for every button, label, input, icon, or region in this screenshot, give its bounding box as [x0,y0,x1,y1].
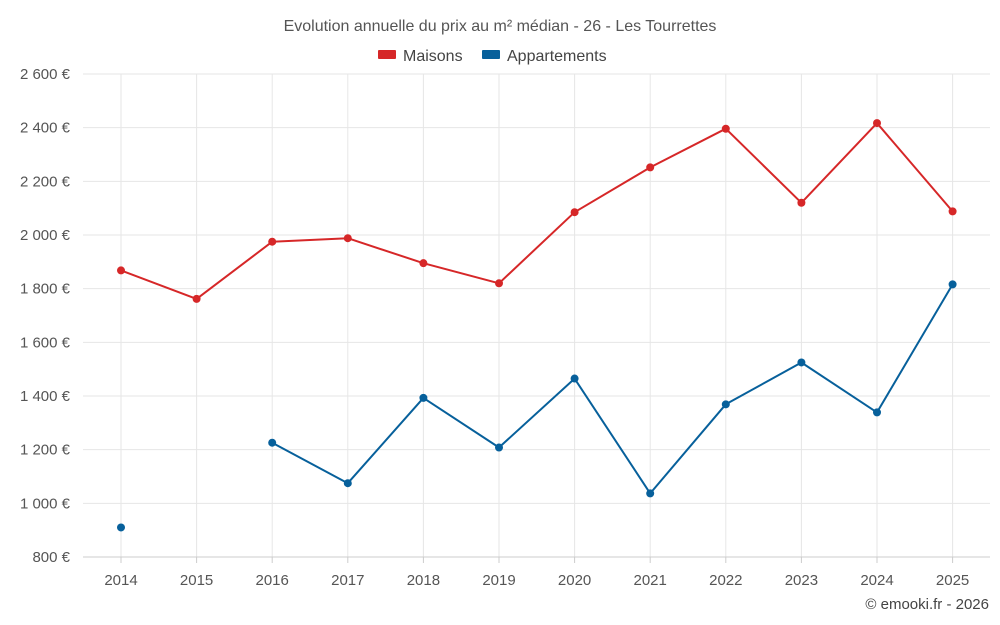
legend-label-maisons[interactable]: Maisons [403,48,463,65]
data-point-appartements-2025[interactable] [948,280,957,289]
data-point-appartements-2018[interactable] [419,393,428,402]
y-tick-label: 1 000 € [20,495,71,512]
x-tick-label: 2014 [104,572,137,589]
data-point-maisons-2023[interactable] [797,198,806,207]
data-point-maisons-2025[interactable] [948,207,957,216]
data-point-appartements-2023[interactable] [797,358,806,367]
y-tick-label: 2 600 € [20,66,71,83]
x-tick-label: 2018 [407,572,440,589]
series-maisons [117,119,957,303]
y-tick-label: 1 200 € [20,442,71,459]
data-point-appartements-2024[interactable] [873,408,881,417]
y-axis: 800 € 1 000 € 1 200 € 1 400 € 1 600 € 1 800 €… [20,66,71,566]
legend-swatch-appartements[interactable] [482,50,500,59]
series-line-maisons [120,122,954,300]
y-tick-label: 2 400 € [20,120,71,137]
x-tick-label: 2019 [482,572,515,589]
y-tick-label: 1 600 € [20,334,71,351]
data-point-maisons-2016[interactable] [268,237,277,246]
data-point-maisons-2018[interactable] [419,259,428,268]
series [117,119,957,532]
x-tick-label: 2025 [936,572,969,589]
x-tick-label: 2021 [634,572,667,589]
legend-label-appartements[interactable]: Appartements [507,48,607,65]
x-tick-label: 2020 [558,572,591,589]
x-tick-label: 2016 [256,572,289,589]
data-point-appartements-2021[interactable] [646,489,655,498]
data-point-maisons-2014[interactable] [117,266,125,275]
data-point-maisons-2019[interactable] [495,279,503,288]
x-axis: 2014 2015 2016 2017 2018 2019 2020 2021 2022 2023… [83,556,990,589]
data-point-appartements-2014[interactable] [117,523,125,532]
data-point-appartements-2022[interactable] [721,400,730,409]
y-tick-label: 1 800 € [20,281,71,298]
data-point-appartements-2020[interactable] [570,374,579,383]
y-tick-label: 1 400 € [20,388,71,405]
legend-swatch-maisons[interactable] [378,50,396,59]
data-point-maisons-2020[interactable] [570,208,579,217]
data-point-appartements-2016[interactable] [268,438,277,447]
data-point-appartements-2017[interactable] [343,479,352,488]
legend: Maisons Appartements [378,48,607,65]
data-point-maisons-2015[interactable] [192,294,201,303]
chart-title: Evolution annuelle du prix au m² médian … [284,18,717,35]
x-tick-label: 2024 [860,572,893,589]
x-tick-label: 2022 [709,572,742,589]
series-appartements [117,280,957,532]
data-point-maisons-2021[interactable] [646,163,655,172]
y-tick-label: 2 200 € [20,173,71,190]
y-tick-label: 2 000 € [20,227,71,244]
x-tick-label: 2023 [785,572,818,589]
series-line-appartements [271,283,954,495]
y-tick-label: 800 € [32,549,70,566]
grid [83,73,990,558]
x-tick-label: 2015 [180,572,213,589]
x-tick-label: 2017 [331,572,364,589]
data-point-maisons-2022[interactable] [721,124,730,133]
data-point-appartements-2019[interactable] [495,443,503,452]
data-point-maisons-2024[interactable] [873,119,881,128]
credit-text: © emooki.fr - 2026 [865,596,989,613]
data-point-maisons-2017[interactable] [343,234,352,243]
